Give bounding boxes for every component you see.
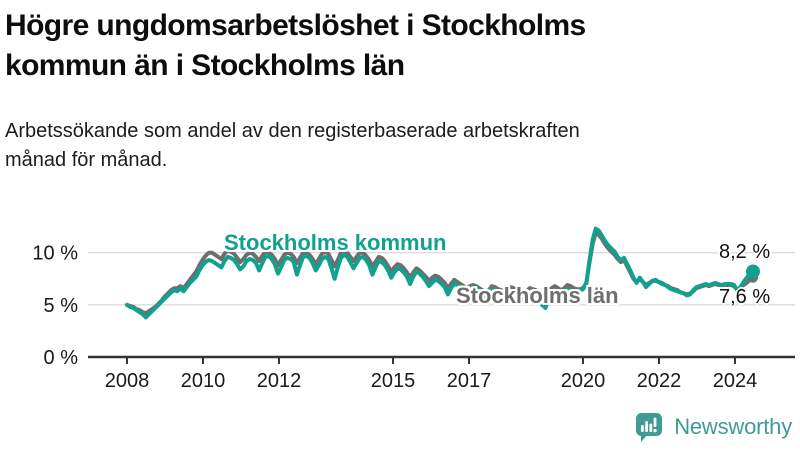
newsworthy-brand-text: Newsworthy: [674, 414, 792, 439]
series-label-kommun: Stockholms kommun: [224, 230, 447, 255]
series-label-lan: Stockholms län: [456, 283, 619, 308]
x-tick-label: 2022: [637, 370, 682, 392]
exclamation-bar-icon: [653, 417, 657, 427]
x-tick-label: 2015: [371, 370, 416, 392]
x-tick-label: 2010: [181, 370, 226, 392]
bar-icon: [645, 421, 649, 432]
end-value-label-lan: 7,6 %: [719, 286, 771, 308]
page-subtitle: Arbetssökande som andel av den registerb…: [5, 120, 580, 171]
y-tick-label: 5 %: [44, 295, 79, 317]
newsworthy-logo-icon: [636, 413, 663, 442]
exclamation-dot-icon: [653, 428, 657, 433]
x-tick-label: 2020: [561, 370, 606, 392]
bar-icon: [649, 423, 653, 432]
end-value-label-kommun: 8,2 %: [719, 241, 771, 263]
x-tick-label: 2024: [713, 370, 758, 392]
x-tick-label: 2017: [447, 370, 492, 392]
bar-icon: [641, 425, 644, 432]
series-line-1: [125, 226, 755, 320]
speech-bubble-tail: [641, 434, 649, 442]
x-tick-label: 2008: [105, 370, 150, 392]
y-tick-label: 10 %: [32, 243, 78, 265]
series-end-dot-1: [746, 264, 760, 279]
page-title: Högre ungdomsarbetslöshet i Stockholms k…: [5, 9, 586, 82]
newsworthy-logo[interactable]: Newsworthy: [632, 410, 792, 444]
x-tick-label: 2012: [257, 370, 302, 392]
y-tick-label: 0 %: [44, 347, 79, 369]
